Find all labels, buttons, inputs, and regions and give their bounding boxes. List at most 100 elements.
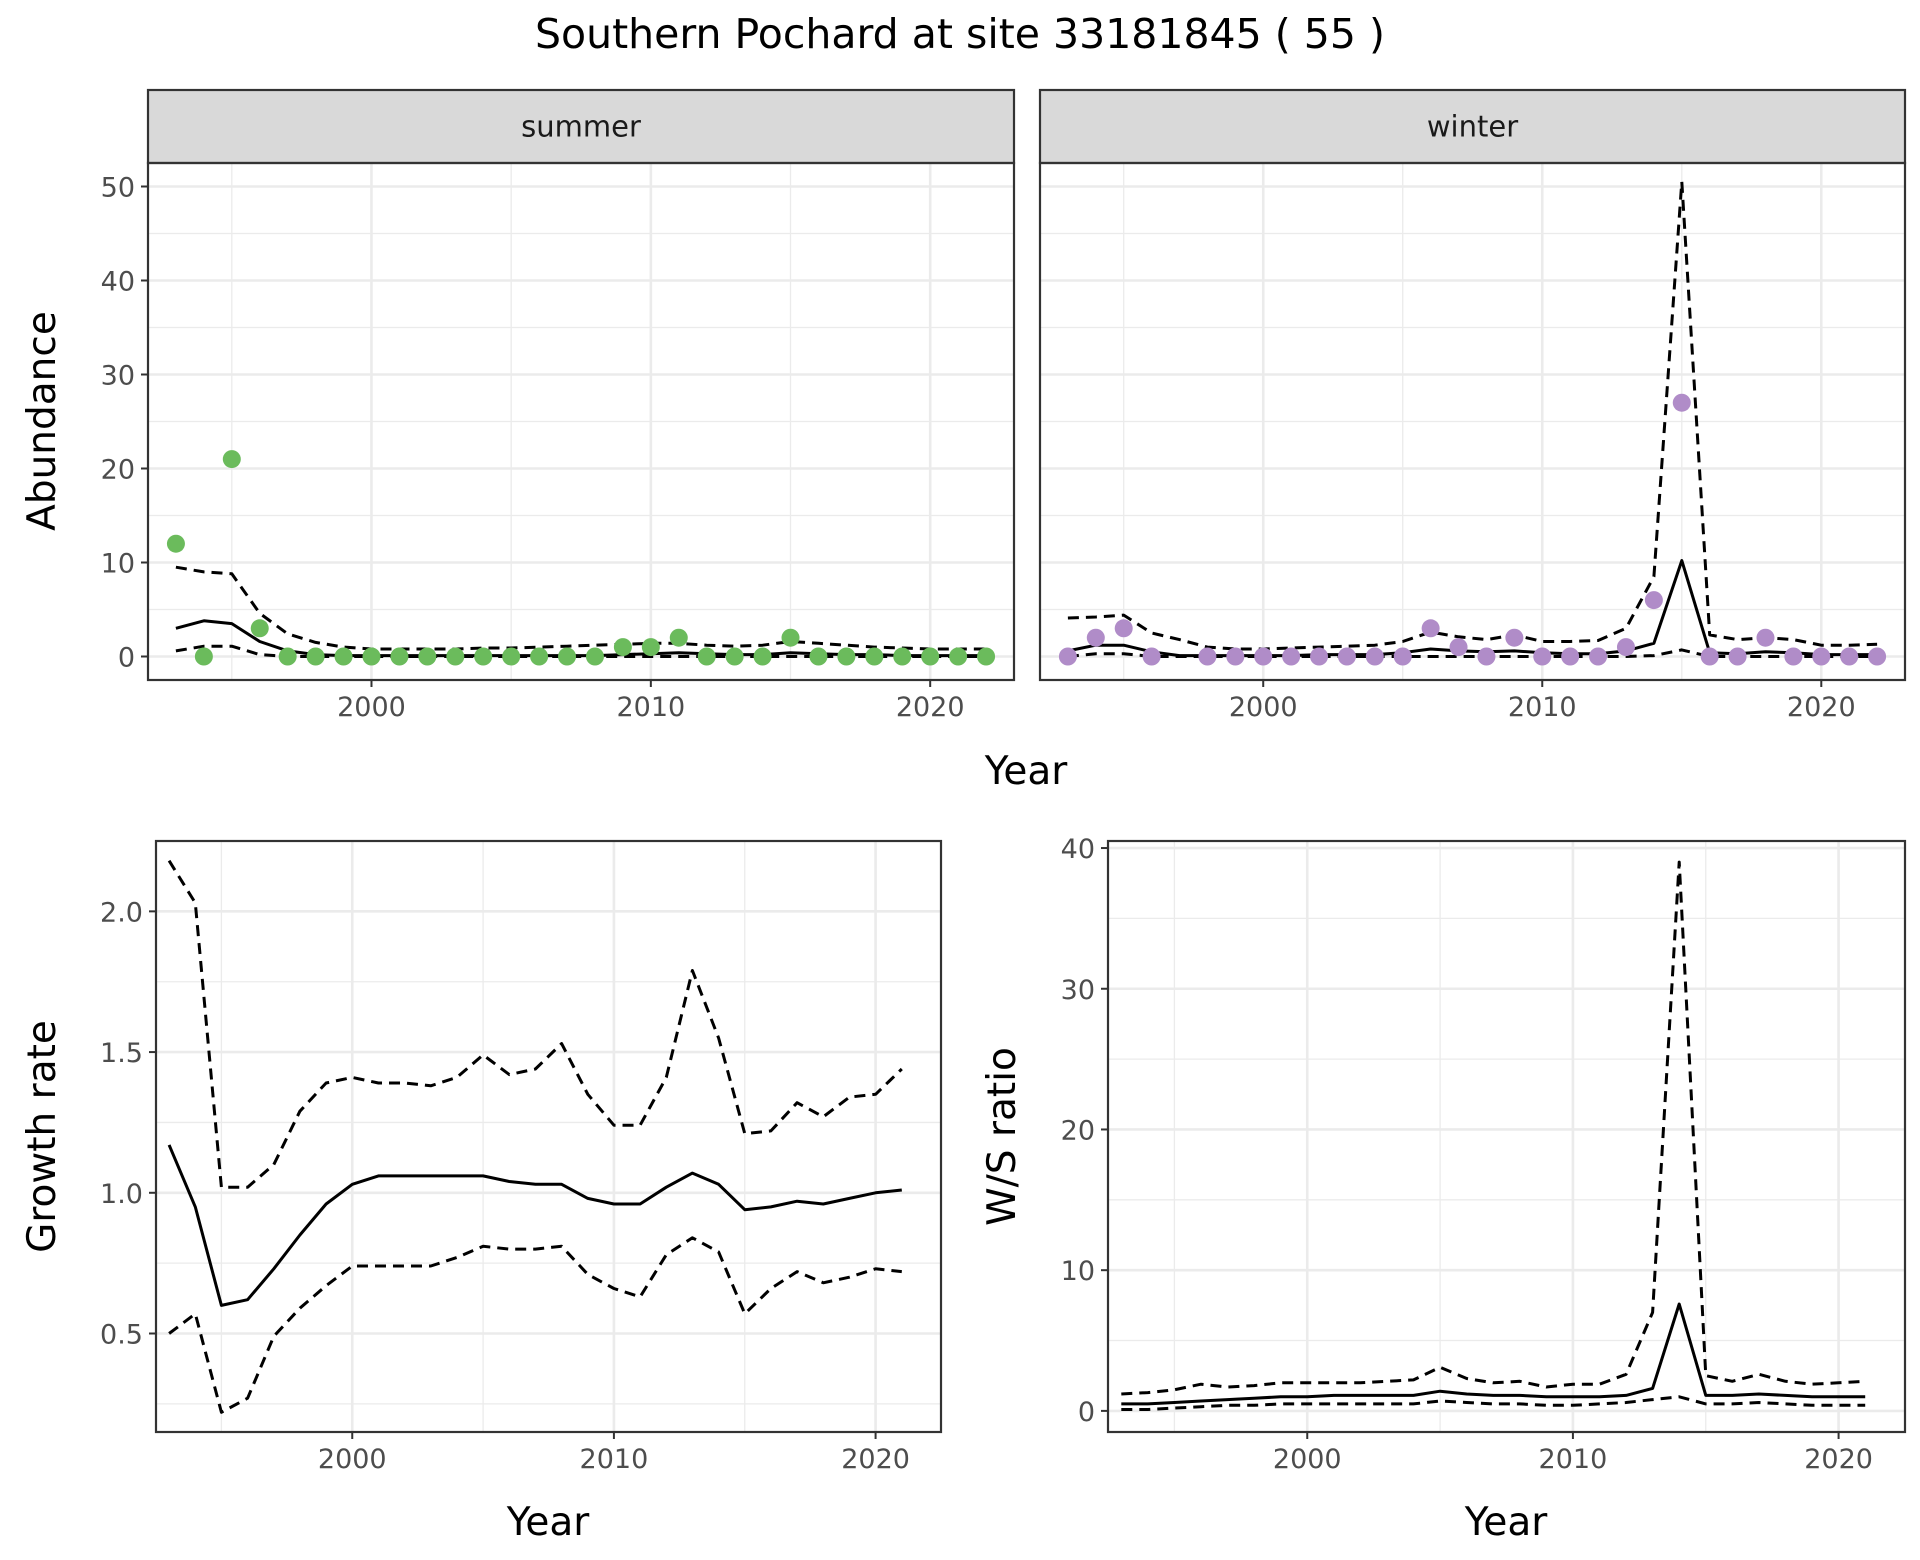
count-point bbox=[1616, 638, 1635, 657]
count-point bbox=[1644, 591, 1663, 610]
count-point bbox=[418, 647, 437, 666]
count-point bbox=[1421, 619, 1440, 638]
facet-strip-label: summer bbox=[521, 110, 641, 144]
x-tick-label: 2010 bbox=[1539, 1444, 1608, 1475]
count-point bbox=[949, 647, 968, 666]
count-point bbox=[613, 638, 632, 657]
lower-bound-line bbox=[168, 1236, 902, 1414]
y-tick-label: 10 bbox=[1061, 1256, 1095, 1287]
growth-x-axis-label: Year bbox=[506, 1500, 591, 1545]
count-point bbox=[1840, 647, 1859, 666]
count-point bbox=[1784, 647, 1803, 666]
count-point bbox=[1254, 647, 1273, 666]
panel-background bbox=[1108, 841, 1905, 1432]
lower-bound-line bbox=[1121, 1395, 1866, 1411]
x-tick-label: 2000 bbox=[1229, 692, 1298, 723]
x-tick-label: 2000 bbox=[337, 692, 406, 723]
count-point bbox=[502, 647, 521, 666]
upper-bound-line bbox=[1067, 180, 1878, 651]
y-tick-label: 20 bbox=[1061, 1115, 1095, 1146]
count-point bbox=[250, 619, 269, 638]
count-point bbox=[1058, 647, 1077, 666]
count-point bbox=[474, 647, 493, 666]
count-point bbox=[1561, 647, 1580, 666]
y-tick-label: 20 bbox=[101, 455, 135, 486]
count-point bbox=[1114, 619, 1133, 638]
count-point bbox=[697, 647, 716, 666]
x-tick-label: 2010 bbox=[1508, 692, 1577, 723]
count-point bbox=[1142, 647, 1161, 666]
count-point bbox=[1728, 647, 1747, 666]
count-point bbox=[865, 647, 884, 666]
y-tick-label: 1.5 bbox=[100, 1038, 143, 1069]
count-point bbox=[1533, 647, 1552, 666]
count-point bbox=[194, 647, 213, 666]
facet-strip-label: winter bbox=[1427, 110, 1518, 144]
x-tick-label: 2020 bbox=[1804, 1444, 1873, 1475]
count-point bbox=[1226, 647, 1245, 666]
count-point bbox=[809, 647, 828, 666]
x-tick-label: 2020 bbox=[841, 1444, 910, 1475]
y-tick-label: 40 bbox=[101, 267, 135, 298]
x-tick-label: 2000 bbox=[1273, 1444, 1342, 1475]
panel-border bbox=[154, 839, 943, 1434]
count-point bbox=[222, 450, 241, 469]
y-tick-label: 0.5 bbox=[100, 1320, 143, 1351]
panel-background bbox=[156, 841, 941, 1432]
y-tick-label: 40 bbox=[1061, 834, 1095, 865]
count-point bbox=[306, 647, 325, 666]
count-point bbox=[1505, 628, 1524, 647]
panel-border bbox=[1038, 161, 1907, 682]
growth-y-axis-label: Growth rate bbox=[20, 1020, 65, 1253]
count-point bbox=[446, 647, 465, 666]
y-tick-label: 0 bbox=[1078, 1397, 1095, 1428]
count-point bbox=[558, 647, 577, 666]
count-point bbox=[1477, 647, 1496, 666]
count-point bbox=[641, 638, 660, 657]
abundance-y-axis-label: Abundance bbox=[20, 311, 65, 531]
y-tick-label: 50 bbox=[101, 173, 135, 204]
upper-bound-line bbox=[167, 859, 903, 1189]
count-point bbox=[1310, 647, 1329, 666]
count-point bbox=[977, 647, 996, 666]
count-point bbox=[166, 534, 185, 553]
y-tick-label: 30 bbox=[101, 361, 135, 392]
x-tick-label: 2020 bbox=[1787, 692, 1856, 723]
count-point bbox=[753, 647, 772, 666]
count-point bbox=[585, 647, 604, 666]
upper-bound-line bbox=[1121, 860, 1866, 1396]
count-point bbox=[278, 647, 297, 666]
y-tick-label: 2.0 bbox=[100, 897, 143, 928]
count-point bbox=[1589, 647, 1608, 666]
y-tick-label: 1.0 bbox=[100, 1179, 143, 1210]
count-point bbox=[334, 647, 353, 666]
count-point bbox=[1365, 647, 1384, 666]
count-point bbox=[530, 647, 549, 666]
count-point bbox=[837, 647, 856, 666]
count-point bbox=[390, 647, 409, 666]
count-point bbox=[1282, 647, 1301, 666]
facet-strip-summer bbox=[146, 88, 1016, 165]
x-tick-label: 2020 bbox=[896, 692, 965, 723]
count-point bbox=[1198, 647, 1217, 666]
count-point bbox=[1337, 647, 1356, 666]
count-point bbox=[725, 647, 744, 666]
panel-border bbox=[146, 161, 1016, 682]
count-point bbox=[1700, 647, 1719, 666]
ratio-x-axis-label: Year bbox=[1464, 1500, 1549, 1545]
count-point bbox=[1672, 393, 1691, 412]
y-tick-label: 10 bbox=[101, 549, 135, 580]
count-point bbox=[669, 628, 688, 647]
count-point bbox=[781, 628, 800, 647]
panel-border bbox=[1106, 839, 1907, 1434]
x-tick-label: 2010 bbox=[580, 1444, 649, 1475]
count-point bbox=[1756, 628, 1775, 647]
estimate-line bbox=[167, 1144, 902, 1307]
count-point bbox=[921, 647, 940, 666]
y-tick-label: 30 bbox=[1061, 975, 1095, 1006]
count-point bbox=[1868, 647, 1887, 666]
count-point bbox=[1449, 638, 1468, 657]
count-point bbox=[1812, 647, 1831, 666]
